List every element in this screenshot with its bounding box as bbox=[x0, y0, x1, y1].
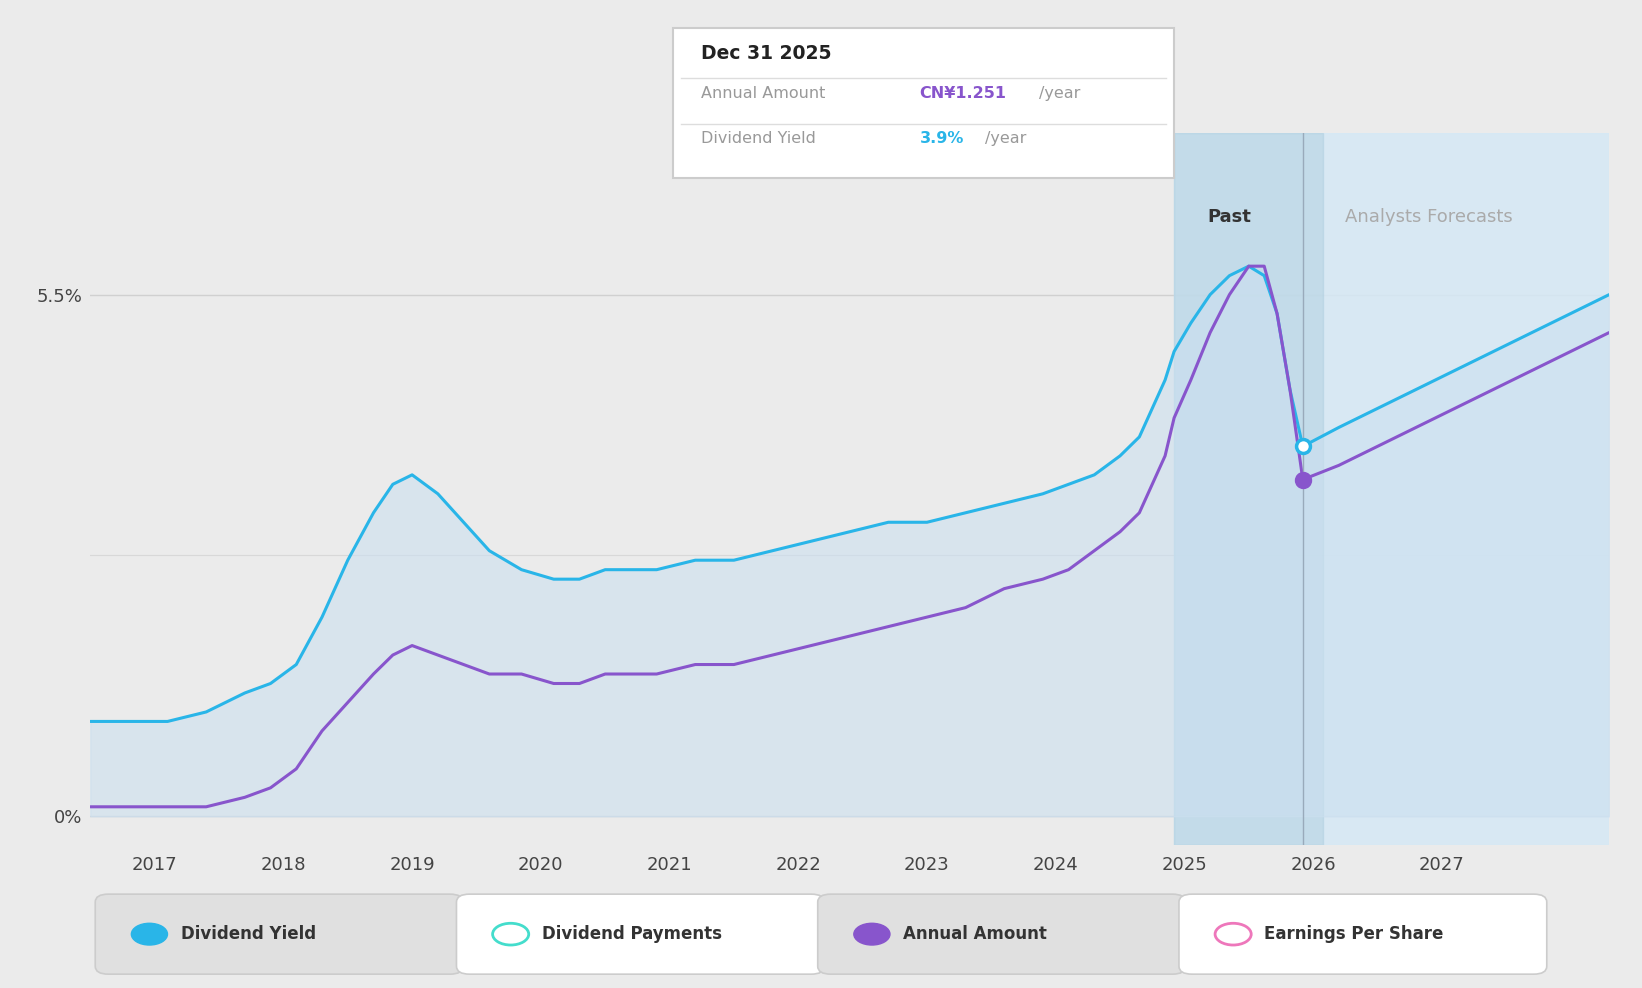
Text: Dividend Yield: Dividend Yield bbox=[701, 131, 816, 146]
Text: CN¥1.251: CN¥1.251 bbox=[920, 86, 1007, 101]
Text: 3.9%: 3.9% bbox=[920, 131, 964, 146]
Text: Dec 31 2025: Dec 31 2025 bbox=[701, 44, 831, 63]
Text: Earnings Per Share: Earnings Per Share bbox=[1264, 925, 1443, 944]
Text: Annual Amount: Annual Amount bbox=[903, 925, 1048, 944]
Bar bbox=[1174, 133, 1609, 845]
Text: Annual Amount: Annual Amount bbox=[701, 86, 826, 101]
Bar bbox=[1174, 133, 1323, 845]
Text: Dividend Payments: Dividend Payments bbox=[542, 925, 722, 944]
Text: Past: Past bbox=[1207, 208, 1251, 226]
Text: Analysts Forecasts: Analysts Forecasts bbox=[1345, 208, 1512, 226]
Text: Dividend Yield: Dividend Yield bbox=[181, 925, 315, 944]
Text: /year: /year bbox=[1039, 86, 1080, 101]
Text: /year: /year bbox=[985, 131, 1026, 146]
